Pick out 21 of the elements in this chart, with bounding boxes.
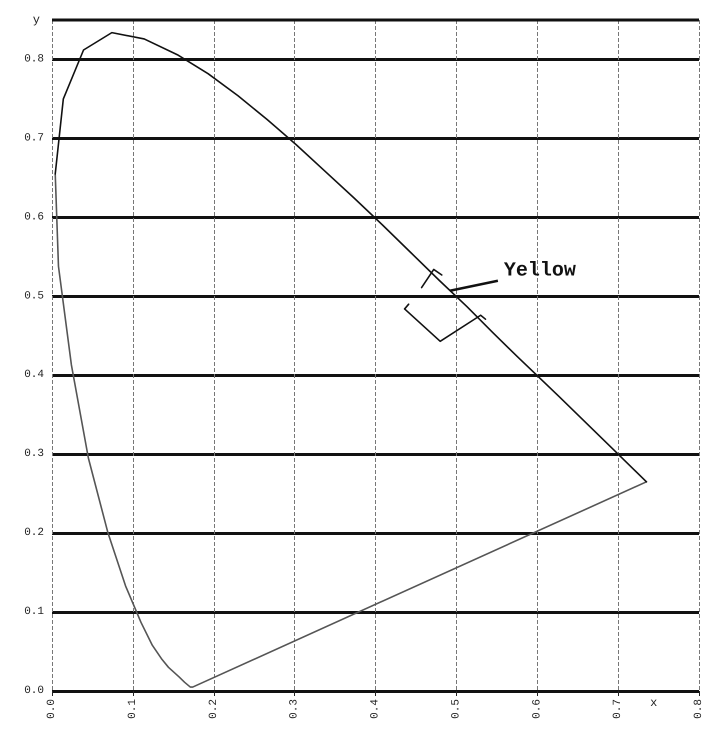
y-tick-label: 0.2: [24, 527, 44, 540]
x-tick-label: 0.5: [450, 699, 462, 719]
x-tick-label: 0.3: [288, 699, 301, 719]
y-tick-label: 0.5: [24, 290, 44, 302]
y-tick-label: 0.0: [24, 685, 44, 697]
y-tick-label: 0.6: [24, 211, 44, 224]
x-tick-label: 0.7: [612, 699, 624, 719]
y-tick-label: 0.1: [24, 606, 44, 618]
x-tick-label: 0.4: [370, 698, 382, 719]
y-tick-label: 0.8: [24, 53, 44, 66]
x-axis-title: x: [650, 696, 658, 710]
y-tick-label: 0.4: [24, 369, 44, 382]
x-tick-label: 0.8: [693, 699, 705, 719]
x-tick-label: 0.0: [46, 699, 58, 719]
y-axis-title: y: [32, 13, 40, 27]
annotation: Yellow: [504, 259, 576, 282]
x-tick-label: 0.1: [126, 698, 139, 719]
y-tick-label: 0.7: [24, 132, 44, 144]
y-tick-label: 0.3: [24, 448, 44, 460]
x-tick-label: 0.6: [531, 699, 544, 719]
x-tick-label: 0.2: [208, 699, 220, 719]
